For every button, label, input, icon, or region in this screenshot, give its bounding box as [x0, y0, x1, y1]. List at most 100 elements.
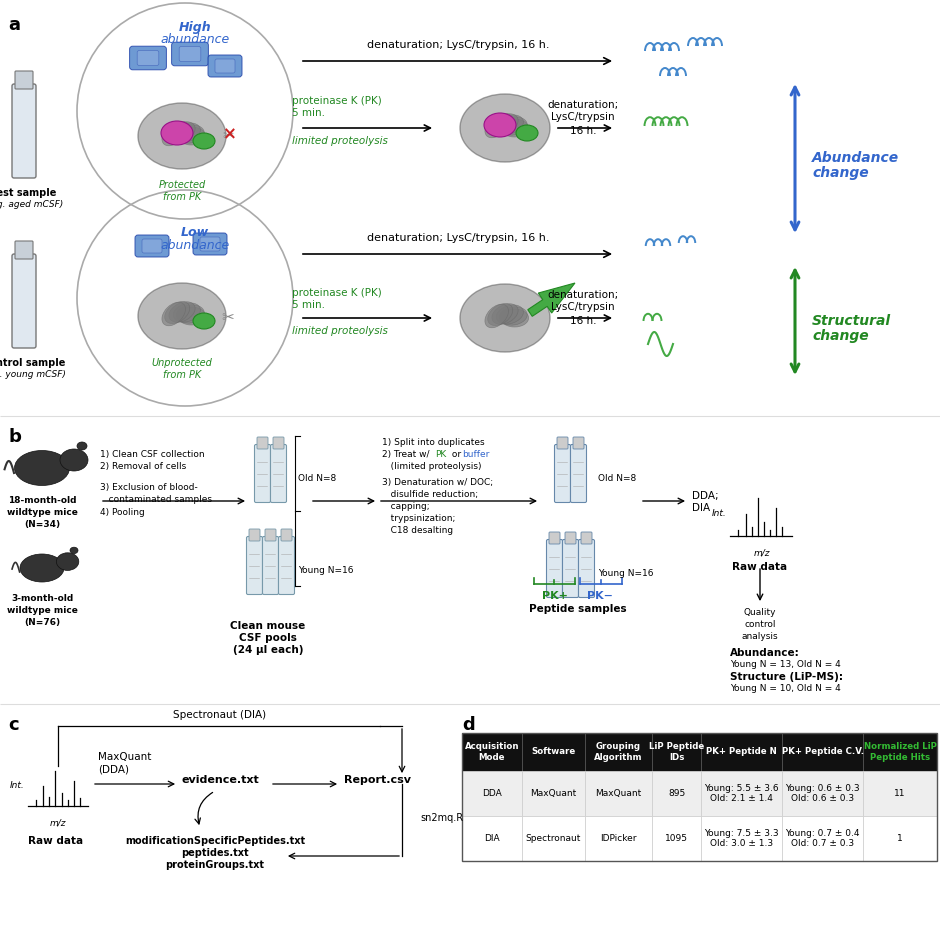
FancyBboxPatch shape: [522, 816, 585, 861]
Text: denaturation; LysC/trypsin, 16 h.: denaturation; LysC/trypsin, 16 h.: [367, 40, 549, 50]
Text: (limited proteolysis): (limited proteolysis): [382, 462, 481, 471]
Text: from PK: from PK: [163, 370, 201, 380]
Ellipse shape: [485, 304, 509, 328]
FancyBboxPatch shape: [15, 241, 33, 259]
Ellipse shape: [14, 450, 70, 486]
Text: Abundance: Abundance: [812, 151, 900, 165]
Text: contaminated samples: contaminated samples: [100, 495, 212, 504]
Ellipse shape: [499, 117, 527, 135]
FancyBboxPatch shape: [137, 51, 159, 66]
Text: Young N = 13, Old N = 4: Young N = 13, Old N = 4: [730, 660, 840, 669]
Text: c: c: [8, 716, 19, 734]
Text: Control sample: Control sample: [0, 358, 66, 368]
Text: Clean mouse: Clean mouse: [230, 621, 306, 631]
FancyBboxPatch shape: [652, 733, 701, 771]
Text: 5 min.: 5 min.: [292, 108, 325, 118]
Text: Int.: Int.: [712, 509, 726, 519]
Text: Young N=16: Young N=16: [598, 569, 653, 578]
Text: MaxQuant: MaxQuant: [595, 789, 642, 798]
Text: peptides.txt: peptides.txt: [181, 848, 249, 858]
FancyBboxPatch shape: [249, 529, 260, 541]
FancyBboxPatch shape: [573, 437, 584, 449]
Text: 4) Pooling: 4) Pooling: [100, 508, 145, 517]
Text: IDPicker: IDPicker: [601, 834, 636, 843]
FancyBboxPatch shape: [782, 771, 863, 816]
Ellipse shape: [485, 114, 509, 138]
FancyBboxPatch shape: [555, 445, 571, 503]
FancyBboxPatch shape: [281, 529, 292, 541]
Text: wildtype mice: wildtype mice: [7, 606, 77, 615]
FancyBboxPatch shape: [273, 437, 284, 449]
Ellipse shape: [178, 127, 206, 145]
Text: proteinGroups.txt: proteinGroups.txt: [165, 860, 264, 870]
Text: Structure (LiP-MS):: Structure (LiP-MS):: [730, 672, 843, 682]
FancyBboxPatch shape: [462, 771, 522, 816]
FancyBboxPatch shape: [585, 771, 652, 816]
FancyBboxPatch shape: [782, 816, 863, 861]
Text: disulfide reduction;: disulfide reduction;: [382, 490, 478, 499]
Ellipse shape: [488, 303, 512, 326]
Text: Spectronaut (DIA): Spectronaut (DIA): [174, 710, 267, 720]
FancyBboxPatch shape: [549, 532, 560, 544]
Text: Young N=16: Young N=16: [298, 566, 353, 575]
Text: b: b: [8, 428, 21, 446]
Text: (e.g. young mCSF): (e.g. young mCSF): [0, 370, 66, 379]
Text: Report.csv: Report.csv: [344, 775, 411, 785]
Text: denaturation;: denaturation;: [547, 290, 619, 300]
Ellipse shape: [164, 301, 190, 324]
Ellipse shape: [164, 122, 190, 143]
Text: PK: PK: [435, 450, 446, 459]
Ellipse shape: [496, 115, 524, 134]
FancyBboxPatch shape: [522, 771, 585, 816]
Text: PK+: PK+: [542, 591, 568, 601]
Text: 3) Denaturation w/ DOC;: 3) Denaturation w/ DOC;: [382, 478, 494, 487]
FancyBboxPatch shape: [172, 42, 209, 66]
Ellipse shape: [177, 124, 204, 143]
Text: abundance: abundance: [161, 239, 229, 252]
Ellipse shape: [193, 133, 215, 149]
FancyBboxPatch shape: [135, 235, 169, 257]
Text: Acquisition
Mode: Acquisition Mode: [464, 742, 519, 762]
Text: 16 h.: 16 h.: [570, 126, 596, 136]
Text: DIA: DIA: [484, 834, 500, 843]
FancyBboxPatch shape: [581, 532, 592, 544]
Text: Spectronaut: Spectronaut: [525, 834, 581, 843]
FancyBboxPatch shape: [271, 445, 287, 503]
Ellipse shape: [496, 305, 524, 324]
Text: ×: ×: [223, 125, 237, 143]
FancyBboxPatch shape: [142, 239, 162, 253]
Ellipse shape: [77, 442, 87, 450]
Ellipse shape: [492, 114, 518, 134]
FancyBboxPatch shape: [462, 816, 522, 861]
Text: m/z: m/z: [50, 818, 66, 827]
Text: change: change: [812, 329, 869, 343]
Ellipse shape: [499, 307, 527, 325]
Ellipse shape: [460, 94, 550, 162]
Text: or: or: [449, 450, 464, 459]
Text: a: a: [8, 16, 20, 34]
Text: 18-month-old: 18-month-old: [8, 496, 76, 505]
Text: Int.: Int.: [10, 782, 25, 791]
Text: limited proteolysis: limited proteolysis: [292, 136, 388, 146]
Text: change: change: [812, 166, 869, 180]
FancyBboxPatch shape: [193, 233, 227, 255]
Text: 3-month-old: 3-month-old: [11, 594, 73, 603]
Text: MaxQuant: MaxQuant: [98, 752, 151, 762]
Text: Unprotected: Unprotected: [151, 358, 212, 368]
Ellipse shape: [173, 123, 200, 142]
FancyBboxPatch shape: [701, 816, 782, 861]
Text: sn2mq.R: sn2mq.R: [420, 813, 463, 823]
Text: limited proteolysis: limited proteolysis: [292, 326, 388, 336]
FancyBboxPatch shape: [255, 445, 271, 503]
FancyBboxPatch shape: [130, 46, 166, 70]
Text: denaturation; LysC/trypsin, 16 h.: denaturation; LysC/trypsin, 16 h.: [367, 233, 549, 243]
Ellipse shape: [492, 304, 518, 324]
FancyBboxPatch shape: [652, 816, 701, 861]
FancyBboxPatch shape: [462, 733, 522, 771]
FancyBboxPatch shape: [585, 816, 652, 861]
FancyBboxPatch shape: [565, 532, 576, 544]
Text: Abundance:: Abundance:: [730, 648, 800, 658]
FancyBboxPatch shape: [562, 539, 578, 597]
Text: Protected: Protected: [158, 180, 206, 190]
FancyBboxPatch shape: [200, 237, 220, 251]
